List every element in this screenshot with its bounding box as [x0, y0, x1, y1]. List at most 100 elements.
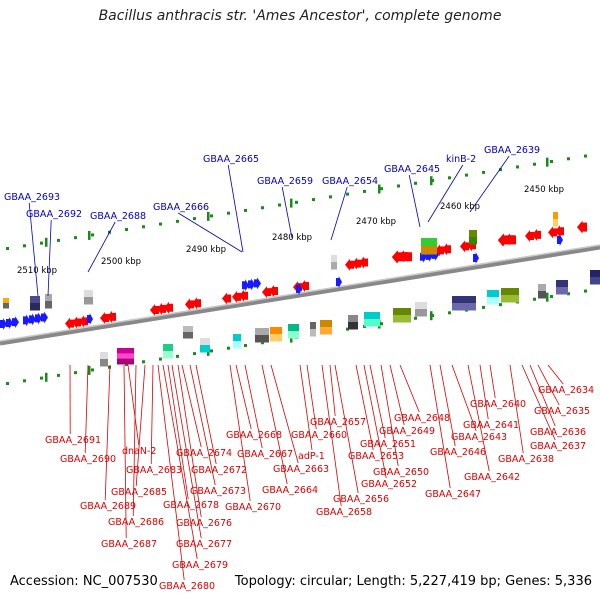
feature-band	[288, 331, 299, 339]
minor-tick	[108, 365, 111, 369]
feature-box	[487, 290, 499, 305]
feature-band	[100, 359, 108, 367]
minor-tick	[550, 160, 553, 163]
feature-band	[553, 219, 558, 227]
forward-gene-arrow	[296, 283, 302, 295]
reverse-leader-line	[84, 364, 89, 454]
minor-tick	[210, 349, 213, 353]
feature-box	[421, 238, 437, 255]
scale-label: 2450 kbp	[524, 185, 564, 195]
feature-box	[415, 302, 427, 317]
minor-tick	[261, 206, 264, 210]
reverse-leader-line	[135, 364, 146, 487]
feature-band	[117, 353, 134, 360]
reverse-leader-line	[157, 364, 185, 581]
reverse-gene-label: GBAA_2637	[530, 441, 586, 452]
reverse-gene-arrow	[79, 315, 88, 328]
forward-leader-line	[177, 212, 243, 253]
reverse-gene-arrow	[532, 228, 541, 241]
feature-band	[100, 352, 108, 360]
forward-gene-label: GBAA_2693	[4, 192, 60, 203]
feature-band	[233, 341, 241, 349]
feature-band	[30, 296, 40, 304]
minor-tick	[363, 189, 366, 193]
minor-tick	[6, 247, 9, 251]
scale-label: 2490 kbp	[186, 245, 226, 255]
reverse-leader-line	[369, 364, 386, 439]
forward-gene-arrow	[248, 278, 255, 291]
backbone-line	[0, 244, 600, 346]
reverse-gene-arrow	[460, 240, 469, 253]
feature-band	[320, 320, 332, 328]
feature-band	[415, 309, 427, 317]
major-tick	[430, 311, 433, 321]
feature-band	[163, 344, 173, 352]
feature-box	[364, 312, 380, 327]
reverse-gene-label: GBAA_2674	[176, 448, 232, 459]
reverse-gene-label: GBAA_2678	[163, 500, 219, 511]
feature-box	[320, 320, 332, 335]
feature-band	[501, 295, 519, 303]
reverse-leader-line	[399, 364, 420, 413]
reverse-gene-label: GBAA_2638	[498, 454, 554, 465]
reverse-gene-label: GBAA_2672	[191, 465, 247, 476]
reverse-gene-block	[498, 233, 516, 247]
feature-box	[30, 296, 40, 311]
feature-box	[538, 284, 546, 299]
backbone-layer	[0, 244, 600, 346]
feature-layer	[0, 212, 600, 367]
forward-gene-arrow	[0, 318, 7, 330]
feature-box	[84, 290, 93, 305]
reverse-gene-label: GBAA_2635	[534, 406, 590, 417]
reverse-leader-line	[123, 364, 127, 539]
reverse-gene-label: GBAA_2642	[464, 472, 520, 483]
label-layer: 2510 kbp 2500 kbp 2490 kbp 2480 kbp 2470 kbp…	[4, 145, 594, 592]
reverse-gene-label: GBAA_2683	[126, 465, 182, 476]
minor-tick	[482, 170, 485, 174]
feature-band	[3, 303, 9, 309]
reverse-leader-line	[229, 364, 251, 502]
feature-band	[348, 315, 358, 323]
reverse-leader-line	[363, 364, 387, 479]
feature-band	[270, 327, 282, 335]
major-tick	[430, 176, 433, 186]
reverse-gene-arrow	[185, 298, 194, 311]
reverse-gene-arrow	[548, 226, 557, 239]
feature-band	[364, 319, 380, 327]
reverse-gene-label: GBAA_2636	[530, 427, 586, 438]
reverse-leader-line	[547, 364, 564, 385]
forward-gene-arrow	[473, 252, 479, 264]
reverse-gene-arrow	[555, 225, 564, 238]
feature-box	[331, 255, 337, 270]
reverse-leader-line	[521, 364, 556, 441]
tick-layer	[6, 154, 587, 386]
reverse-leader-line	[244, 364, 263, 449]
forward-gene-label: kinB-2	[446, 154, 476, 165]
reverse-leader-line	[181, 364, 202, 448]
minor-tick	[346, 192, 349, 196]
minor-tick	[346, 327, 349, 331]
reverse-gene-label: GBAA_2640	[470, 399, 526, 410]
feature-band	[331, 262, 337, 270]
reverse-gene-arrow	[100, 312, 109, 324]
feature-box	[393, 308, 411, 323]
reverse-leader-line	[429, 364, 451, 489]
major-tick	[378, 184, 381, 194]
reverse-gene-label: GBAA_2660	[291, 430, 347, 441]
feature-band	[117, 358, 134, 365]
reverse-gene-label: dnaN-2	[122, 446, 156, 457]
feature-band	[3, 298, 9, 304]
reverse-gene-label: GBAA_2641	[463, 420, 519, 431]
minor-tick	[482, 305, 485, 309]
major-tick	[290, 198, 293, 208]
feature-band	[310, 329, 316, 337]
minor-tick	[448, 311, 451, 315]
reverse-gene-label: GBAA_2656	[333, 494, 389, 505]
reverse-gene-arrow	[72, 316, 81, 329]
reverse-gene-arrow	[262, 286, 271, 299]
feature-band	[255, 328, 269, 336]
minor-tick	[176, 219, 179, 223]
reverse-gene-arrow	[525, 230, 534, 242]
reverse-leader-line	[162, 364, 198, 560]
feature-band	[270, 334, 282, 342]
